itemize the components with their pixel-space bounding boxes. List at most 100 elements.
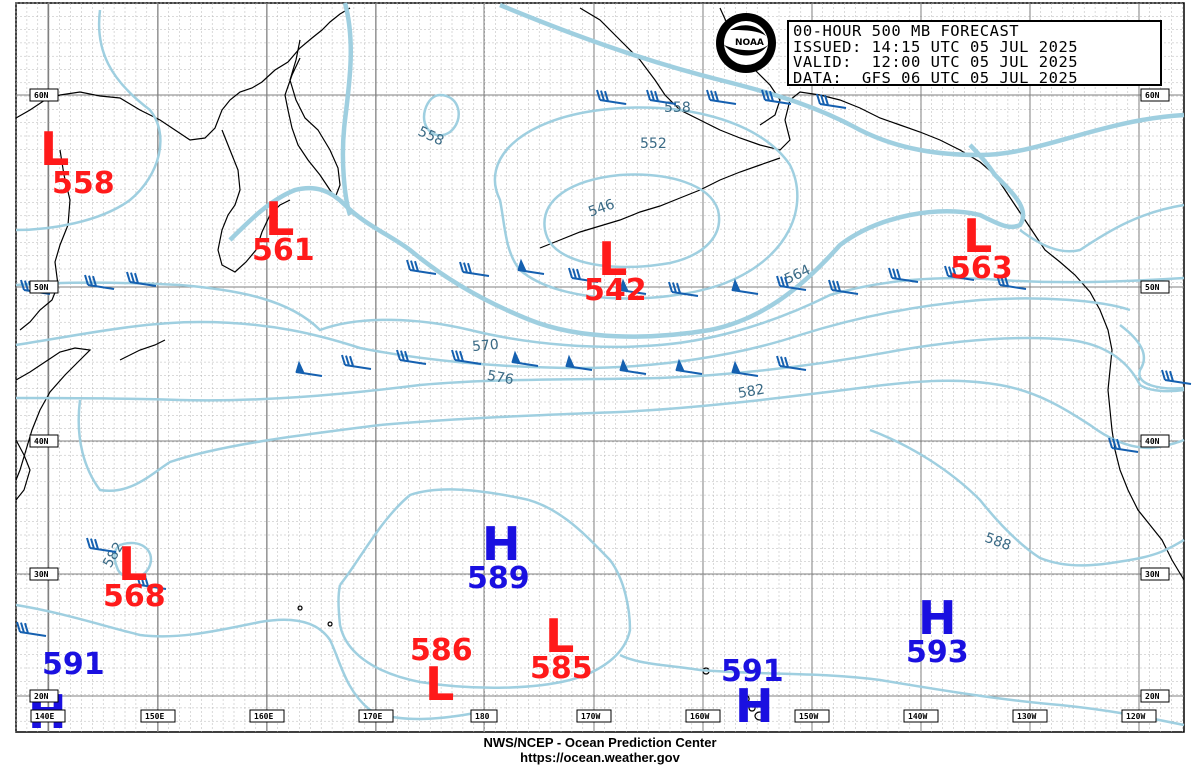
contour-ne	[1019, 203, 1185, 253]
wind-barb	[295, 360, 323, 377]
wind-barb	[761, 89, 792, 105]
low-value: 561	[252, 233, 315, 268]
svg-text:40N: 40N	[1145, 437, 1160, 446]
wind-barb	[776, 275, 807, 291]
contour-label: 576	[486, 368, 515, 388]
forecast-header: 00-HOUR 500 MB FORECAST ISSUED: 14:15 UT…	[787, 20, 1162, 86]
wind-barb	[619, 278, 647, 295]
noaa-logo-text: NOAA	[735, 38, 764, 48]
contour-e	[1119, 324, 1185, 390]
svg-text:30N: 30N	[34, 570, 49, 579]
alaska-coastline	[579, 7, 1185, 581]
svg-text:60N: 60N	[1145, 91, 1160, 100]
contour-588	[869, 428, 1185, 567]
wind-barb	[341, 354, 372, 370]
latitude-labels: 60N 50N 40N 30N 20N 60N 50N 40N 30N 20N	[29, 88, 1170, 703]
wind-barb	[596, 89, 627, 105]
wind-barb	[406, 259, 437, 275]
svg-text:60N: 60N	[34, 91, 49, 100]
asia-coastline	[15, 7, 351, 141]
low-symbol: L	[118, 537, 147, 591]
wind-barb	[619, 358, 647, 375]
contour-label: 570	[471, 337, 499, 355]
wind-barb	[459, 261, 490, 277]
wind-barb	[646, 89, 677, 105]
svg-text:140E: 140E	[35, 712, 54, 721]
high-value: 593	[906, 635, 969, 670]
contour-582-circle	[113, 541, 153, 579]
wind-barb	[86, 537, 117, 553]
contour-576	[15, 336, 1185, 402]
contour-588-lower	[337, 488, 632, 690]
svg-text:170W: 170W	[581, 712, 600, 721]
wind-barb	[1108, 437, 1139, 453]
svg-text:180: 180	[475, 712, 490, 721]
wind-barb	[16, 621, 47, 637]
wind-barb	[136, 574, 167, 590]
coastlines	[15, 7, 1185, 721]
kuril-chain	[119, 339, 166, 361]
data-source: DATA: GFS 06 UTC 05 JUL 2025	[793, 68, 1079, 87]
high-symbol: H	[482, 517, 521, 571]
wind-barb	[126, 271, 157, 287]
svg-text:30N: 30N	[1145, 570, 1160, 579]
valid-time: VALID: 12:00 UTC 05 JUL 2025	[793, 53, 1079, 71]
high-value: 589	[467, 561, 530, 596]
svg-text:150E: 150E	[145, 712, 164, 721]
lat-label-left: 60N 50N 40N 30N 20N	[29, 88, 59, 703]
high-value: 591	[42, 647, 105, 682]
svg-text:150W: 150W	[799, 712, 818, 721]
hawaii-islands	[702, 667, 766, 721]
wind-barb	[568, 267, 599, 283]
svg-text:130W: 130W	[1017, 712, 1036, 721]
contour-east-south	[619, 653, 1185, 727]
aleutian-chain	[539, 157, 781, 249]
low-value: 563	[950, 251, 1013, 286]
contour-582	[77, 379, 1185, 493]
wind-barb	[396, 349, 427, 365]
height-contours	[15, 2, 1185, 727]
wind-barb	[675, 358, 703, 375]
low-symbol: L	[545, 609, 574, 663]
contour-564	[15, 276, 1185, 349]
low-value: 586	[410, 633, 473, 668]
contour-546	[543, 173, 721, 269]
wind-barb	[828, 279, 859, 295]
forecast-title: 00-HOUR 500 MB FORECAST	[793, 22, 1020, 40]
noaa-logo: NOAA	[716, 13, 776, 73]
svg-text:40N: 40N	[34, 437, 49, 446]
lat-label-right: 60N 50N 40N 30N 20N	[1140, 88, 1170, 703]
wind-barb	[565, 354, 593, 371]
low-value: 542	[584, 273, 647, 308]
contour-thick-north	[228, 143, 1026, 339]
footer-agency: NWS/NCEP - Ocean Prediction Center	[483, 735, 717, 750]
svg-text:50N: 50N	[34, 283, 49, 292]
low-value: 568	[103, 579, 166, 614]
wind-barb	[816, 93, 847, 109]
svg-text:120W: 120W	[1126, 712, 1145, 721]
low-symbol: L	[265, 192, 294, 246]
svg-text:170E: 170E	[363, 712, 382, 721]
wind-barb	[706, 89, 737, 105]
contour-label: 552	[640, 136, 667, 152]
wind-barb	[511, 350, 539, 367]
footer-url[interactable]: https://ocean.weather.gov	[520, 750, 680, 765]
wind-barb	[451, 349, 482, 365]
okhotsk-coast	[217, 129, 291, 273]
pacific-islets	[297, 605, 333, 627]
svg-text:20N: 20N	[34, 692, 49, 701]
longitude-labels: 140E 150E 160E 170E 180 170W 160W 150W 1…	[30, 709, 1157, 723]
svg-text:20N: 20N	[1145, 692, 1160, 701]
wind-barb	[1161, 369, 1192, 385]
contour-thick-pole	[340, 2, 353, 216]
japan-coastline	[15, 347, 92, 481]
svg-text:160W: 160W	[690, 712, 709, 721]
wind-barb	[776, 355, 807, 371]
wind-barbs	[16, 89, 1192, 637]
low-symbol: L	[425, 657, 454, 711]
contour-558-west	[15, 9, 162, 232]
wind-barb	[996, 274, 1027, 290]
high-symbol: H	[735, 679, 774, 733]
wind-barb	[668, 281, 699, 297]
